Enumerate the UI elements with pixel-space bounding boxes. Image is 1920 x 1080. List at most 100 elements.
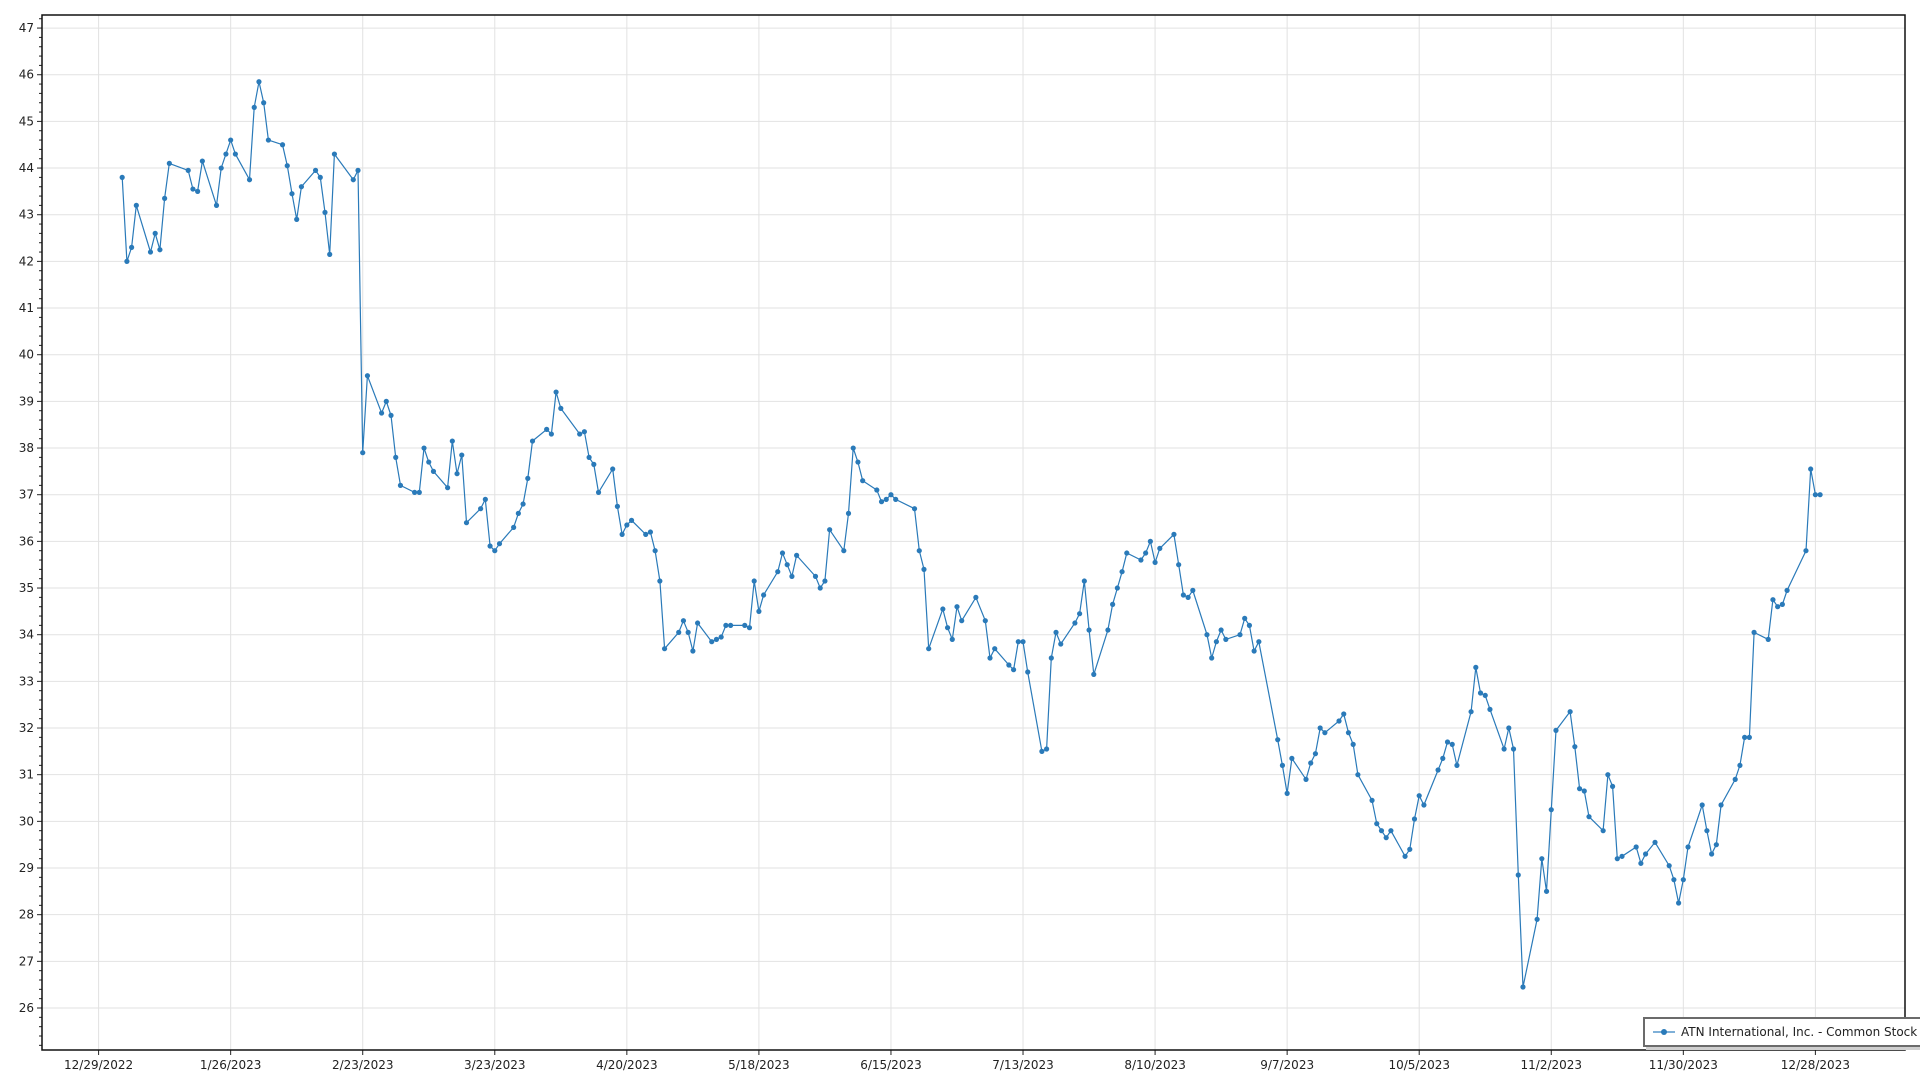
x-tick-label: 5/18/2023: [728, 1058, 790, 1072]
data-point: [1322, 730, 1328, 736]
y-tick-label: 33: [19, 674, 34, 688]
legend-series-label: ATN International, Inc. - Common Stock: [1681, 1025, 1918, 1039]
data-point: [558, 405, 564, 411]
data-point: [1680, 877, 1686, 883]
x-tick-label: 11/30/2023: [1649, 1058, 1718, 1072]
data-point: [713, 636, 720, 642]
data-point: [1190, 587, 1196, 593]
data-point: [1185, 594, 1191, 600]
y-tick-label: 44: [19, 161, 34, 175]
data-point: [1548, 807, 1554, 813]
data-point: [746, 625, 753, 631]
data-point: [312, 167, 319, 173]
data-point: [827, 527, 833, 533]
data-point: [911, 506, 918, 512]
data-point: [775, 569, 781, 575]
data-point: [397, 482, 404, 488]
data-point: [1775, 604, 1781, 610]
data-point: [1388, 828, 1394, 834]
data-point: [1581, 788, 1587, 794]
data-point: [256, 79, 262, 85]
data-point: [1407, 846, 1413, 852]
data-point: [548, 431, 554, 437]
y-tick-label: 30: [19, 814, 34, 828]
data-point: [364, 373, 371, 379]
data-point: [1444, 739, 1451, 745]
data-point: [944, 625, 951, 631]
data-point: [1246, 622, 1253, 628]
data-point: [350, 177, 356, 183]
data-point: [628, 517, 635, 523]
y-tick-label: 29: [19, 861, 34, 875]
data-point: [1081, 578, 1087, 584]
data-point: [327, 251, 333, 257]
data-point: [751, 578, 757, 584]
data-point: [393, 454, 399, 460]
data-point: [553, 389, 559, 395]
data-point: [1171, 531, 1177, 537]
data-point: [525, 475, 531, 481]
data-point: [1350, 741, 1356, 747]
data-point: [1713, 842, 1719, 848]
data-point: [822, 578, 828, 584]
data-point: [845, 510, 852, 516]
data-point: [1468, 709, 1474, 715]
data-point: [331, 151, 338, 157]
data-point: [378, 410, 385, 416]
data-point: [129, 244, 135, 250]
data-point: [874, 487, 880, 493]
data-point: [529, 438, 536, 444]
data-point: [888, 492, 894, 498]
x-tick-label: 10/5/2023: [1388, 1058, 1450, 1072]
data-point: [1308, 760, 1314, 766]
y-tick-label: 45: [19, 114, 34, 128]
data-point: [1435, 767, 1441, 773]
data-point: [416, 489, 422, 495]
data-point: [1567, 709, 1573, 715]
data-point: [694, 620, 701, 626]
y-tick-label: 35: [19, 581, 34, 595]
y-tick-label: 41: [19, 301, 34, 315]
data-point: [232, 151, 238, 157]
data-point: [1053, 629, 1059, 635]
data-point: [1176, 562, 1182, 568]
data-point: [251, 104, 257, 110]
data-point: [577, 431, 583, 437]
data-point: [1025, 669, 1031, 675]
data-point: [1619, 853, 1625, 859]
data-point: [1666, 863, 1672, 869]
legend-series-marker: [1653, 1027, 1675, 1037]
x-tick-label: 6/15/2023: [860, 1058, 922, 1072]
data-point: [1369, 797, 1375, 803]
data-point: [1586, 814, 1592, 820]
data-point: [388, 412, 394, 418]
data-point: [1501, 746, 1507, 752]
data-point: [1784, 587, 1790, 593]
data-point: [1751, 629, 1757, 635]
data-point: [1251, 648, 1257, 654]
data-point: [1204, 632, 1210, 638]
data-point: [1454, 762, 1460, 768]
data-point: [1242, 615, 1248, 621]
y-tick-label: 40: [19, 348, 34, 362]
data-point: [162, 195, 168, 201]
legend: ATN International, Inc. - Common Stock: [1643, 1017, 1920, 1047]
data-point: [1699, 802, 1705, 808]
data-point: [1534, 916, 1540, 922]
data-point: [1006, 662, 1012, 668]
data-point: [1058, 641, 1064, 647]
data-point: [926, 646, 932, 652]
data-point: [355, 167, 361, 173]
data-point: [421, 445, 427, 451]
data-point: [690, 648, 696, 654]
data-point: [294, 216, 300, 222]
data-point: [619, 531, 625, 537]
data-point: [709, 639, 715, 645]
data-point: [1072, 620, 1078, 626]
data-point: [812, 573, 819, 579]
data-point: [1515, 872, 1521, 878]
y-tick-label: 43: [19, 208, 34, 222]
data-point: [723, 622, 729, 628]
plot-frame: [41, 14, 1906, 1051]
